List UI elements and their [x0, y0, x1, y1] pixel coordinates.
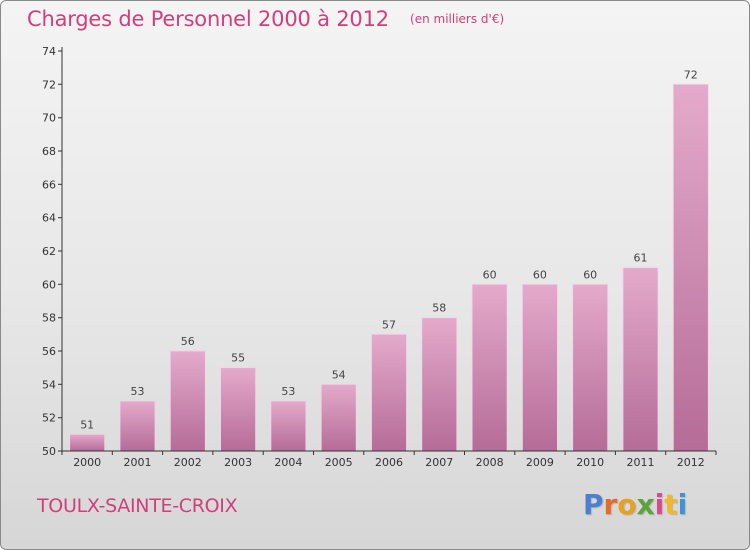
y-tick-label-58: 58 [42, 312, 56, 325]
x-tick-label-2001: 2001 [124, 456, 152, 469]
bar-value-label-2007: 58 [432, 302, 446, 315]
x-tick-label-2003: 2003 [224, 456, 252, 469]
bar-value-label-2003: 55 [231, 352, 245, 365]
y-tick-label-50: 50 [42, 445, 56, 458]
bar-2007 [421, 317, 458, 452]
y-tick-label-70: 70 [42, 112, 56, 125]
y-tick-label-68: 68 [42, 145, 56, 158]
y-tick-label-64: 64 [42, 212, 56, 225]
bar-value-label-2011: 61 [634, 252, 648, 265]
bar-2004 [270, 400, 307, 452]
proxiti-logo: Proxiti [583, 488, 687, 521]
bar-value-label-2009: 60 [533, 268, 547, 281]
x-tick-label-2012: 2012 [677, 456, 705, 469]
y-tick-label-52: 52 [42, 412, 56, 425]
bar-value-label-2006: 57 [382, 318, 396, 331]
logo-letter: r [603, 488, 618, 521]
y-tick-label-72: 72 [42, 78, 56, 91]
bar-value-label-2002: 56 [181, 335, 195, 348]
bar-value-label-2012: 72 [684, 68, 698, 81]
x-tick-label-2008: 2008 [476, 456, 504, 469]
bar-2012 [672, 83, 709, 452]
bar-value-label-2004: 53 [281, 385, 295, 398]
x-tick-label-2010: 2010 [576, 456, 604, 469]
logo-letter: x [636, 488, 655, 521]
logo-letter: i [654, 488, 665, 521]
bar-2010 [572, 283, 609, 452]
logo-letter: i [677, 488, 688, 521]
x-tick-label-2000: 2000 [73, 456, 101, 469]
y-tick-label-62: 62 [42, 245, 56, 258]
bar-2011 [622, 267, 659, 452]
bar-2008 [471, 283, 508, 452]
bar-value-label-2008: 60 [483, 268, 497, 281]
bar-2002 [169, 350, 206, 452]
bars-layer: 51 53 56 55 53 54 57 58 60 60 60 61 72 [69, 68, 709, 452]
bar-2009 [522, 283, 558, 452]
bar-2001 [119, 400, 156, 452]
bar-value-label-2000: 51 [80, 418, 94, 431]
logo-letter: t [664, 488, 678, 521]
axes-layer: 2000 2001 2002 2003 2004 2005 2006 2007 2008 2009… [42, 45, 717, 469]
bar-value-label-2005: 54 [332, 368, 346, 381]
bar-value-label-2010: 60 [583, 268, 597, 281]
x-tick-label-2002: 2002 [174, 456, 202, 469]
bar-2000 [69, 433, 106, 452]
y-tick-label-66: 66 [42, 178, 56, 191]
chart-title: Charges de Personnel 2000 à 2012 [27, 7, 389, 31]
x-tick-label-2004: 2004 [274, 456, 302, 469]
y-tick-label-74: 74 [42, 45, 56, 58]
y-tick-label-60: 60 [42, 278, 56, 291]
x-tick-label-2011: 2011 [627, 456, 655, 469]
x-tick-label-2007: 2007 [425, 456, 453, 469]
y-tick-label-56: 56 [42, 345, 56, 358]
x-tick-label-2006: 2006 [375, 456, 403, 469]
bar-2003 [220, 367, 257, 452]
x-tick-label-2005: 2005 [325, 456, 353, 469]
chart-unit: (en milliers d'€) [410, 12, 505, 26]
bar-value-label-2001: 53 [131, 385, 145, 398]
logo-letter: o [617, 488, 637, 521]
y-tick-label-54: 54 [42, 378, 56, 391]
chart-title-block: Charges de Personnel 2000 à 2012 (en mil… [27, 7, 504, 31]
bar-2006 [371, 333, 407, 452]
commune-name: TOULX-SAINTE-CROIX [37, 495, 238, 517]
logo-letter: P [583, 488, 604, 521]
x-tick-label-2009: 2009 [526, 456, 554, 469]
bar-2005 [320, 383, 357, 452]
